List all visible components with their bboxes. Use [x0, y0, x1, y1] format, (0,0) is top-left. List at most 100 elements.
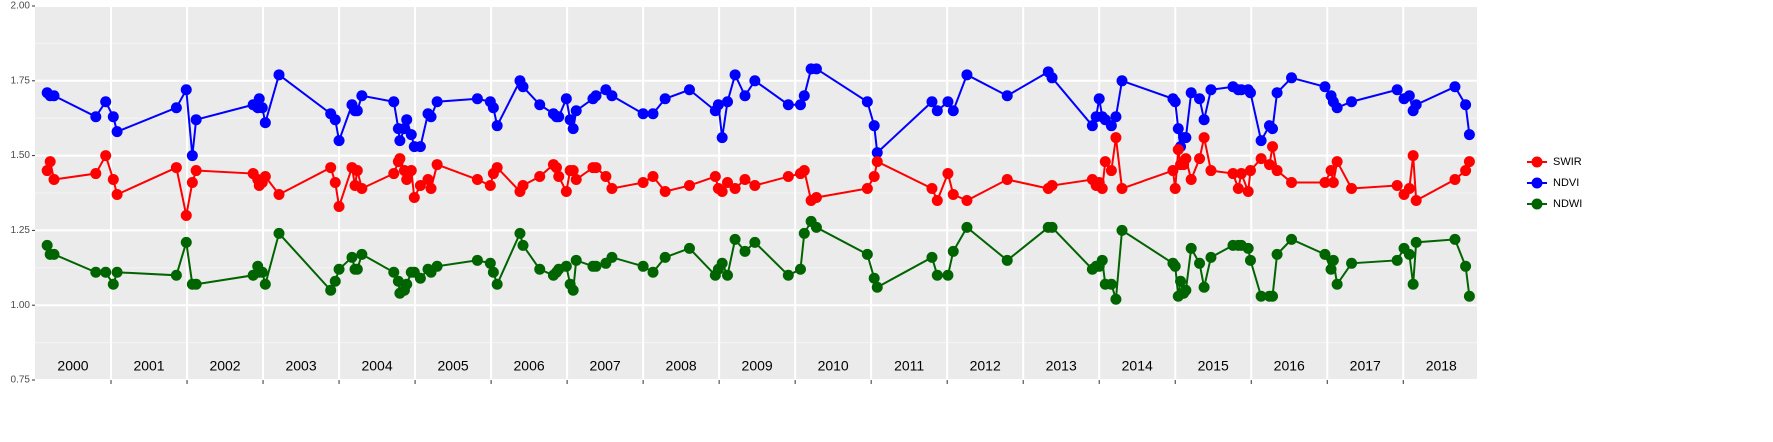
point [810, 63, 822, 75]
point [484, 257, 496, 269]
point [1391, 84, 1403, 96]
point [810, 221, 822, 233]
point [942, 96, 954, 108]
point [810, 191, 822, 203]
point [1449, 174, 1461, 186]
point [1194, 257, 1206, 269]
point [1463, 129, 1475, 141]
point [514, 227, 526, 239]
point [484, 180, 496, 192]
point [794, 99, 806, 111]
point [647, 108, 659, 120]
point [1463, 156, 1475, 168]
point [273, 69, 285, 81]
point [534, 171, 546, 183]
point [253, 93, 265, 105]
year-label: 2018 [1426, 358, 1457, 374]
point [1271, 165, 1283, 177]
point [180, 236, 192, 248]
point [1046, 180, 1058, 192]
point [1185, 87, 1197, 99]
point [273, 227, 285, 239]
point [749, 180, 761, 192]
point [926, 96, 938, 108]
point [947, 188, 959, 200]
point [1096, 254, 1108, 266]
point [1327, 254, 1339, 266]
point [1410, 99, 1422, 111]
point [721, 269, 733, 281]
legend-label: NDVI [1553, 177, 1579, 189]
point [861, 248, 873, 260]
year-label: 2006 [514, 358, 545, 374]
point [868, 171, 880, 183]
point [48, 90, 60, 102]
point [1391, 180, 1403, 192]
point [170, 102, 182, 114]
point [1169, 96, 1181, 108]
point [606, 251, 618, 263]
point [868, 120, 880, 132]
point [1205, 165, 1217, 177]
point [329, 114, 341, 126]
point [1319, 81, 1331, 93]
year-label: 2010 [818, 358, 849, 374]
point [1267, 123, 1279, 135]
legend-key [1531, 177, 1543, 189]
point [356, 90, 368, 102]
point [567, 284, 579, 296]
year-label: 2008 [666, 358, 697, 374]
point [794, 263, 806, 275]
legend-key [1531, 156, 1543, 168]
point [961, 194, 973, 206]
point [570, 105, 582, 117]
point [414, 272, 426, 284]
point [100, 96, 112, 108]
point [333, 200, 345, 212]
point [1271, 248, 1283, 260]
point [1267, 290, 1279, 302]
point [405, 129, 417, 141]
year-label: 2001 [133, 358, 164, 374]
year-label: 2012 [970, 358, 1001, 374]
point [394, 135, 406, 147]
point [729, 233, 741, 245]
point [729, 183, 741, 195]
point [111, 126, 123, 138]
point [356, 183, 368, 195]
point [570, 254, 582, 266]
point [1244, 87, 1256, 99]
point [749, 75, 761, 87]
point [1001, 90, 1013, 102]
point [487, 102, 499, 114]
point [721, 177, 733, 189]
point [431, 159, 443, 171]
point [1263, 159, 1275, 171]
point [926, 183, 938, 195]
point [1271, 87, 1283, 99]
point [414, 180, 426, 192]
point [1346, 257, 1358, 269]
point [1403, 183, 1415, 195]
point [1185, 242, 1197, 254]
point [325, 162, 337, 174]
point [1172, 123, 1184, 135]
point [1046, 221, 1058, 233]
point [1198, 281, 1210, 293]
point [926, 251, 938, 263]
point [1331, 278, 1343, 290]
point [1407, 150, 1419, 162]
point [647, 266, 659, 278]
point [1096, 183, 1108, 195]
point [1198, 114, 1210, 126]
point [553, 171, 565, 183]
y-tick-label: 1.75 [11, 75, 31, 86]
y-tick-label: 2.00 [11, 1, 31, 12]
point [425, 111, 437, 123]
year-label: 2015 [1198, 358, 1229, 374]
point [721, 96, 733, 108]
point [422, 174, 434, 186]
point [550, 162, 562, 174]
point [259, 171, 271, 183]
point [471, 254, 483, 266]
